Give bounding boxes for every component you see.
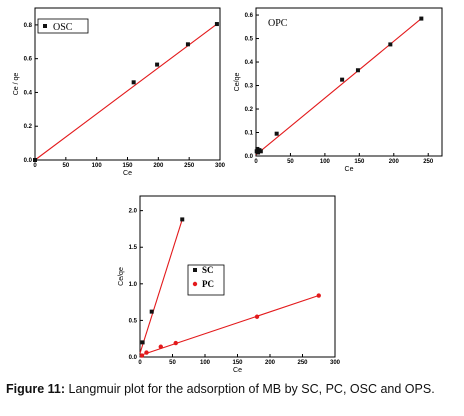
- sc-pc-point-1: [316, 293, 321, 298]
- sc-pc-xtick-label: 0: [138, 360, 142, 366]
- osc-xtick-label: 0: [33, 163, 37, 169]
- osc-point-0: [131, 80, 136, 85]
- caption-label: Figure 11:: [6, 382, 66, 396]
- sc-pc-point-0: [140, 340, 145, 345]
- opc-fit-line-0: [255, 18, 422, 156]
- opc-y-axis-label: Ce/qe: [234, 73, 241, 92]
- opc-point-0: [274, 131, 279, 136]
- caption-text: Langmuir plot for the adsorption of MB b…: [65, 382, 435, 396]
- sc-pc-plot-frame: [139, 195, 336, 358]
- opc-ytick-label: 0.2: [245, 107, 254, 113]
- osc-xtick-label: 250: [184, 163, 195, 169]
- osc-point-0: [33, 158, 37, 162]
- osc-y-axis-label: Ce / qe: [13, 73, 20, 96]
- sc-pc-x-axis-label: Ce: [233, 367, 242, 374]
- osc-x-axis-label: Ce: [123, 170, 132, 177]
- sc-pc-point-1: [254, 314, 260, 319]
- sc-pc-ytick-label: 2.0: [129, 209, 138, 215]
- opc-point-0: [256, 150, 261, 155]
- opc-x-axis-label: Ce: [345, 166, 354, 173]
- scpc-legend-marker-pc: [192, 281, 198, 287]
- sc-pc-xtick-label: 150: [232, 360, 243, 366]
- sc-pc-xtick-label: 250: [297, 360, 308, 366]
- opc-plot-frame: [255, 7, 443, 157]
- sc-pc-xtick-label: 200: [265, 360, 276, 366]
- osc-legend-label: OSC: [53, 22, 73, 33]
- sc-pc-ytick-label: 1.5: [129, 245, 138, 251]
- opc-point-0: [340, 77, 345, 82]
- osc-xtick-label: 50: [62, 163, 69, 169]
- opc-point-0: [258, 149, 263, 154]
- opc-panel-label: OPC: [268, 18, 288, 29]
- opc-ytick-label: 0.5: [245, 37, 254, 43]
- osc-point-0: [185, 42, 190, 47]
- opc-xtick-label: 250: [423, 159, 434, 165]
- osc-ytick-label: 0.2: [24, 124, 33, 130]
- osc-ytick-label: 0.6: [24, 57, 33, 63]
- opc-ytick-label: 0.6: [245, 13, 254, 19]
- sc-pc-y-axis-label: Ce/qe: [118, 267, 125, 286]
- opc-xtick-label: 100: [320, 159, 331, 165]
- opc-point-0: [388, 42, 393, 47]
- sc-pc-xtick-label: 50: [169, 360, 176, 366]
- sc-pc-ytick-label: 1.0: [129, 282, 138, 288]
- osc-xtick-label: 100: [92, 163, 103, 169]
- osc-ytick-label: 0.4: [24, 90, 33, 96]
- osc-xtick-label: 150: [122, 163, 133, 169]
- opc-ytick-label: 0.4: [245, 60, 254, 66]
- osc-fit-line-0: [34, 23, 218, 161]
- scpc-legend-label-sc: SC: [202, 265, 214, 275]
- opc-point-0: [355, 68, 360, 73]
- osc-legend-box: [37, 18, 89, 34]
- opc-xtick-label: 50: [287, 159, 294, 165]
- opc-ytick-label: 0.0: [245, 154, 254, 160]
- osc-legend-marker: [43, 24, 47, 28]
- sc-pc-point-1: [173, 340, 178, 346]
- sc-pc-point-0: [180, 217, 185, 222]
- sc-pc-xtick-label: 100: [200, 360, 211, 366]
- osc-point-0: [155, 62, 160, 67]
- sc-pc-point-0: [149, 309, 154, 314]
- opc-point-0: [419, 16, 424, 21]
- sc-pc-ytick-label: 0.5: [129, 318, 138, 324]
- sc-pc-point-1: [144, 350, 149, 355]
- opc-ytick-label: 0.1: [245, 131, 254, 137]
- opc-xtick-label: 150: [354, 159, 365, 165]
- figure-caption: Figure 11: Langmuir plot for the adsorpt…: [6, 382, 458, 396]
- opc-xtick-label: 0: [254, 159, 258, 165]
- osc-point-0: [214, 22, 219, 27]
- scpc-legend-marker-sc: [193, 268, 197, 272]
- sc-pc-fit-line-1: [139, 295, 319, 357]
- osc-xtick-label: 300: [215, 163, 226, 169]
- sc-pc-point-1: [158, 344, 163, 349]
- opc-ytick-label: 0.3: [245, 84, 254, 90]
- scpc-legend-label-pc: PC: [202, 279, 214, 289]
- opc-point-0: [255, 146, 260, 151]
- sc-pc-ytick-label: 0.0: [129, 355, 138, 361]
- opc-xtick-label: 200: [389, 159, 400, 165]
- osc-ytick-label: 0.8: [24, 23, 33, 29]
- osc-xtick-label: 200: [153, 163, 164, 169]
- osc-ytick-label: 0.0: [24, 158, 33, 164]
- sc-pc-fit-line-0: [139, 219, 183, 354]
- sc-pc-xtick-label: 300: [330, 360, 341, 366]
- sc-pc-point-1: [139, 353, 145, 358]
